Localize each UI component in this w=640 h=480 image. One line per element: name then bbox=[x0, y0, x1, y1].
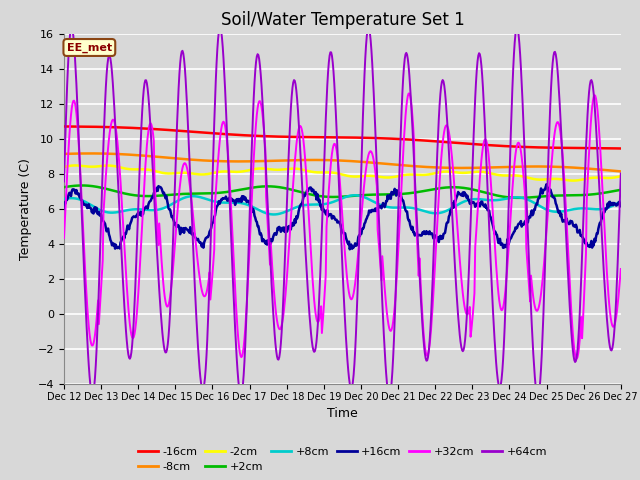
Title: Soil/Water Temperature Set 1: Soil/Water Temperature Set 1 bbox=[221, 11, 464, 29]
X-axis label: Time: Time bbox=[327, 407, 358, 420]
Text: EE_met: EE_met bbox=[67, 42, 112, 53]
Legend: -16cm, -8cm, -2cm, +2cm, +8cm, +16cm, +32cm, +64cm: -16cm, -8cm, -2cm, +2cm, +8cm, +16cm, +3… bbox=[134, 442, 551, 477]
Y-axis label: Temperature (C): Temperature (C) bbox=[19, 158, 32, 260]
